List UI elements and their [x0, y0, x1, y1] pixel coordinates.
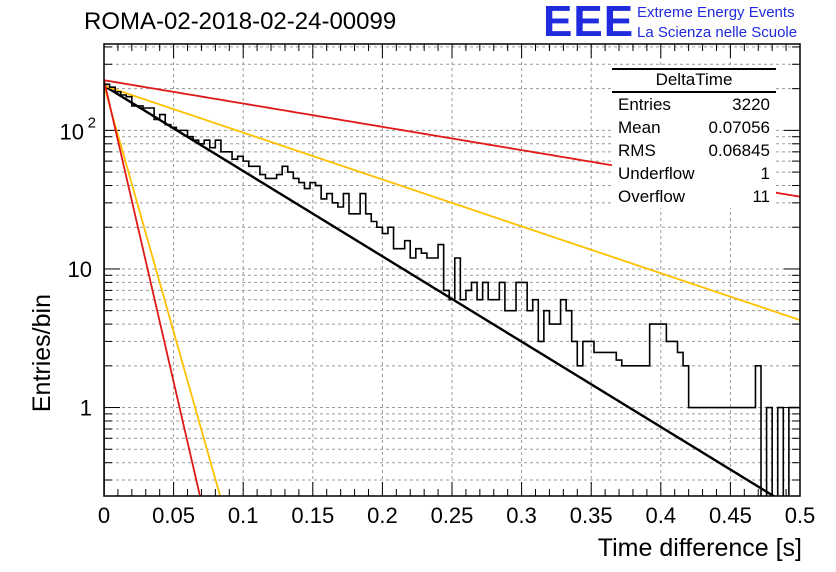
- x-tick-label: 0.4: [646, 503, 677, 528]
- run-title: ROMA-02-2018-02-24-00099: [84, 8, 397, 35]
- stats-row-mean: Mean 0.07056: [612, 116, 776, 139]
- x-tick-label: 0.45: [709, 503, 752, 528]
- x-tick-label: 0.05: [152, 503, 195, 528]
- histogram-steps: [104, 83, 800, 496]
- axis-minor-ticks: [103, 44, 801, 496]
- stats-label: Underflow: [618, 164, 695, 183]
- stats-label: Mean: [618, 118, 661, 137]
- stats-label: RMS: [618, 141, 656, 160]
- x-tick-label: 0.15: [291, 503, 334, 528]
- stats-row-entries: Entries 3220: [612, 93, 776, 116]
- stats-value: 11: [752, 187, 770, 206]
- y-tick-label: 10: [68, 257, 92, 282]
- x-tick-label: 0.5: [785, 503, 816, 528]
- stats-value: 3220: [732, 95, 770, 114]
- stats-value: 0.07056: [708, 118, 770, 137]
- y-tick-exponent: 2: [88, 114, 96, 131]
- plot-frame: [103, 43, 801, 497]
- fit-curve: [104, 84, 800, 321]
- stats-value: 1: [760, 164, 770, 183]
- eee-logo: EEE Extreme Energy Events La Scienza nel…: [543, 0, 833, 46]
- x-tick-labels: 0 0.05 0.1 0.15 0.2 0.25 0.3 0.35 0.4 0.45 0.5: [98, 503, 815, 528]
- y-axis-label: Entries/bin: [28, 294, 56, 413]
- x-tick-label: 0.3: [506, 503, 537, 528]
- y-tick-label: 1: [80, 396, 92, 421]
- stats-value: 0.06845: [708, 141, 770, 160]
- eee-logo-mark: EEE: [543, 0, 635, 46]
- stats-title: DeltaTime: [612, 69, 776, 93]
- logo-subtitle-line1: Extreme Energy Events: [637, 4, 795, 21]
- x-axis-label: Time difference [s]: [597, 534, 802, 562]
- y-tick-label: 10: [60, 119, 84, 144]
- fit-curve: [104, 80, 201, 496]
- x-tick-label: 0.35: [570, 503, 613, 528]
- x-tick-label: 0.2: [367, 503, 398, 528]
- logo-subtitle-line2: La Scienza nelle Scuole: [637, 24, 798, 41]
- fit-curve: [104, 85, 222, 496]
- x-tick-label: 0.1: [228, 503, 259, 528]
- stats-label: Overflow: [618, 187, 686, 206]
- stats-label: Entries: [618, 95, 671, 114]
- stats-row-overflow: Overflow 11: [612, 185, 776, 208]
- stats-row-underflow: Underflow 1: [612, 162, 776, 185]
- stats-row-rms: RMS 0.06845: [612, 139, 776, 162]
- x-tick-label: 0.25: [431, 503, 474, 528]
- x-tick-label: 0: [98, 503, 110, 528]
- stats-box: DeltaTime Entries 3220 Mean 0.07056 RMS 0.0…: [612, 68, 776, 208]
